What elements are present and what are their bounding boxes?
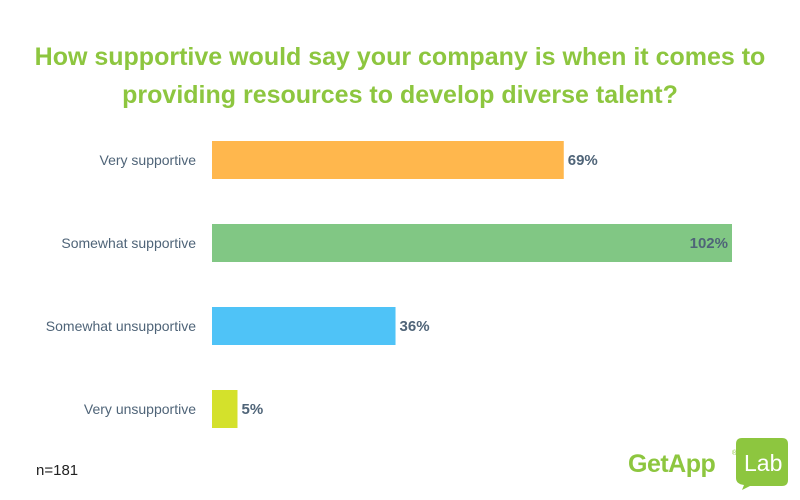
category-label-somewhat-unsupportive: Somewhat unsupportive xyxy=(46,318,196,334)
logo-lab-text: Lab xyxy=(744,450,783,476)
logo-registered-mark: ® xyxy=(732,450,738,457)
chart-title-line-1: How supportive would say your company is… xyxy=(34,43,766,71)
logo-brand-text: GetApp xyxy=(628,450,716,478)
category-label-very-unsupportive: Very unsupportive xyxy=(84,401,196,417)
logo-speech-bubble-icon xyxy=(736,438,788,490)
value-label-somewhat-unsupportive: 36% xyxy=(400,318,430,335)
chart-title: How supportive would say your company is… xyxy=(0,38,800,114)
value-label-very-supportive: 69% xyxy=(568,152,598,169)
bar-very-unsupportive xyxy=(212,390,238,428)
bar-somewhat-unsupportive xyxy=(212,307,396,345)
value-label-somewhat-supportive: 102% xyxy=(690,235,728,252)
getapp-lab-logo: GetApp ® Lab xyxy=(628,436,788,490)
value-label-very-unsupportive: 5% xyxy=(241,401,263,418)
bar-somewhat-supportive xyxy=(212,224,732,262)
chart-title-line-2: providing resources to develop diverse t… xyxy=(122,81,678,109)
bar-very-supportive xyxy=(212,141,564,179)
sample-size-note: n=181 xyxy=(36,462,79,479)
category-label-somewhat-supportive: Somewhat supportive xyxy=(61,235,196,251)
category-label-very-supportive: Very supportive xyxy=(100,152,197,168)
